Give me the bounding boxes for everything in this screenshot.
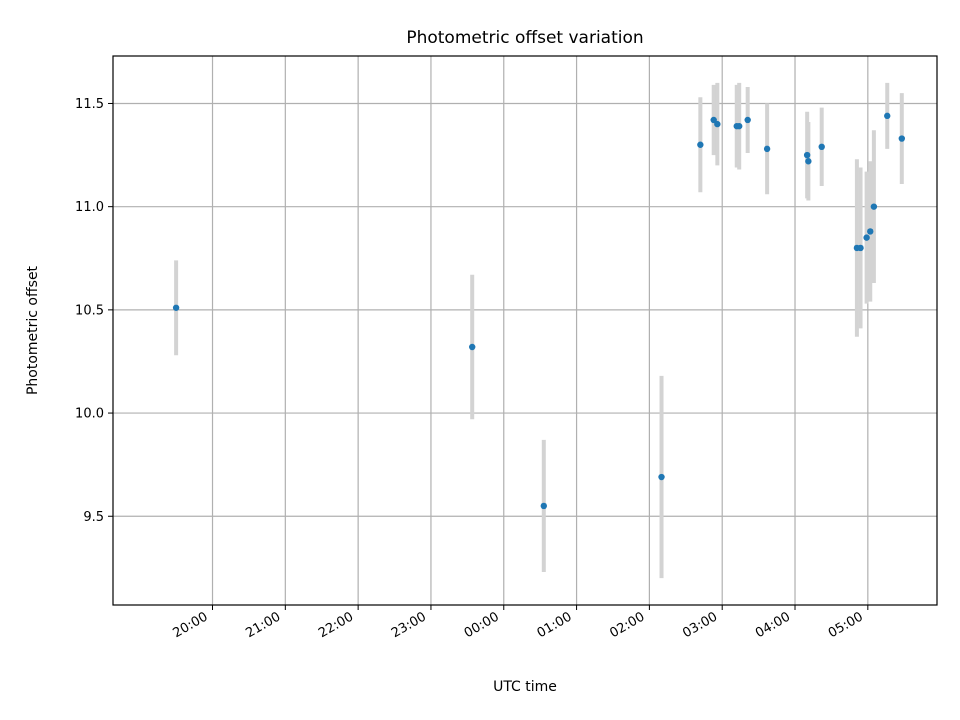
- data-point: [744, 116, 751, 124]
- y-axis-ticks: 9.5 10.0 10.5 11.0 11.5: [75, 97, 113, 525]
- grid-layer: [113, 56, 937, 605]
- x-tick-label: 01:00: [535, 609, 575, 641]
- x-axis-label: UTC time: [493, 679, 557, 695]
- data-point: [714, 120, 721, 128]
- chart-title: Photometric offset variation: [406, 28, 643, 48]
- data-point: [818, 143, 825, 151]
- data-point: [710, 116, 717, 124]
- x-tick-label: 20:00: [171, 609, 211, 641]
- x-tick-label: 23:00: [389, 609, 429, 641]
- y-axis-label: Photometric offset: [25, 265, 41, 395]
- data-point: [870, 203, 878, 210]
- data-point: [172, 304, 180, 311]
- point-layer: [172, 112, 906, 510]
- x-tick-label: 03:00: [680, 609, 720, 641]
- data-point: [898, 135, 906, 142]
- data-point: [469, 343, 476, 351]
- x-tick-label: 04:00: [753, 609, 793, 641]
- y-tick-label: 10.5: [75, 303, 104, 318]
- data-point: [884, 112, 891, 120]
- data-point: [857, 244, 864, 252]
- y-tick-label: 11.0: [75, 200, 104, 215]
- data-point: [805, 158, 812, 165]
- data-point: [658, 473, 665, 481]
- data-point: [867, 228, 874, 235]
- y-tick-label: 10.0: [75, 407, 104, 422]
- y-tick-label: 11.5: [75, 97, 104, 112]
- x-tick-label: 21:00: [243, 609, 283, 641]
- x-tick-label: 02:00: [607, 609, 647, 641]
- plot-frame: [112, 55, 938, 606]
- data-point: [803, 151, 811, 159]
- x-axis-ticks: 20:00 21:00 22:00 23:00 00:00 01:00 02:00 03:00…: [171, 605, 869, 641]
- x-tick-label: 00:00: [462, 609, 502, 641]
- x-tick-label: 05:00: [826, 609, 866, 641]
- data-point: [735, 122, 743, 130]
- y-tick-label: 9.5: [83, 510, 104, 525]
- data-point: [863, 234, 870, 241]
- data-point: [763, 145, 771, 153]
- data-point: [540, 502, 548, 510]
- data-point: [697, 141, 704, 148]
- x-tick-label: 22:00: [316, 609, 356, 641]
